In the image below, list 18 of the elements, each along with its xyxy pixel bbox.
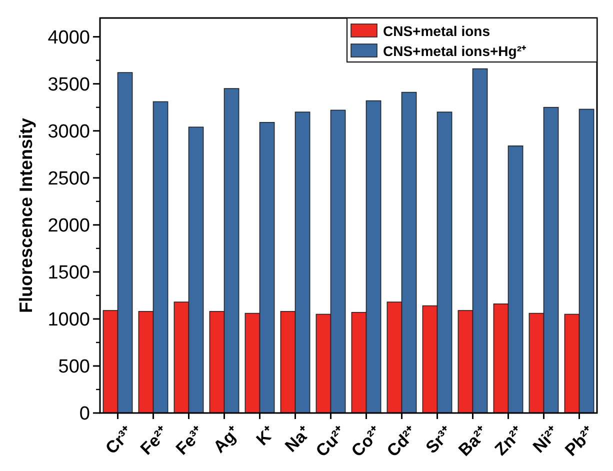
y-tick-label: 0 xyxy=(79,404,90,425)
legend-label: CNS+metal ions+Hg²⁺ xyxy=(383,43,526,59)
x-tick-label: K⁺ xyxy=(252,422,279,450)
x-tick-label: Cr³⁺ xyxy=(102,422,137,458)
y-tick-label: 2000 xyxy=(48,216,90,237)
legend-label: CNS+metal ions xyxy=(383,23,490,39)
y-tick-label: 1000 xyxy=(48,310,90,331)
y-tick-label: 2500 xyxy=(48,168,90,190)
y-tick-label: 3000 xyxy=(48,122,90,143)
y-axis-title: Fluorescence Intensity xyxy=(16,118,36,314)
y-tick-label: 4000 xyxy=(48,27,90,48)
y-tick-label: 3500 xyxy=(48,74,90,96)
y-tick-label: 500 xyxy=(58,356,90,378)
x-tick-label: Ni²⁺ xyxy=(529,422,563,457)
x-tick-label: Sr³⁺ xyxy=(422,422,456,458)
y-tick-label: 1500 xyxy=(48,262,90,284)
x-tick-label: Na⁺ xyxy=(281,422,314,456)
x-tick-label: Ag⁺ xyxy=(210,422,244,457)
